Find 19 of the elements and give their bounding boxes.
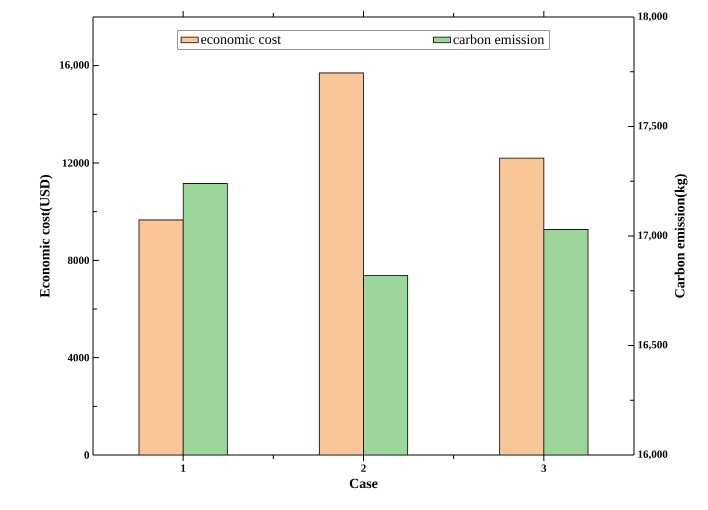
y2-tick-label: 17,500 [638,122,668,132]
y2-tick-label: 17,000 [638,231,668,241]
y2-axis-title: Carbon emission(kg) [674,174,688,298]
y-tick-label: 4000 [68,354,90,362]
y-tick-label: 0 [84,451,90,459]
y-tick-label: 16,000 [60,61,90,70]
bar [318,72,364,455]
y2-tick-label: 16,500 [638,340,668,350]
y2-tick-label: 18,000 [638,12,668,22]
x-tick-label: 3 [541,464,546,472]
y2-tick-label: 16,000 [638,450,668,460]
x-axis-title: Case [350,478,378,488]
legend-label: economic cost [201,34,281,44]
y-tick-label: 12000 [62,159,90,167]
legend-label: carbon emission [453,34,544,44]
x-tick-label: 2 [361,464,366,472]
y-tick-label: 8000 [68,256,90,264]
y-axis-title: Economic cost(USD) [40,174,52,298]
x-tick-label: 1 [181,464,186,472]
